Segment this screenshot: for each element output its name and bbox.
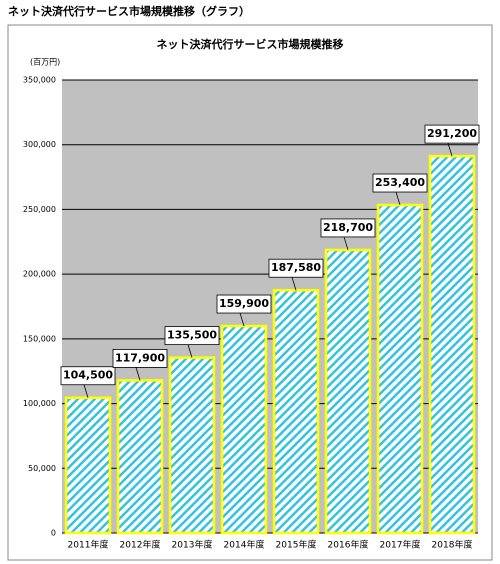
x-tick-label: 2014年度 [224, 539, 265, 551]
x-tick-label: 2016年度 [328, 539, 369, 551]
value-label: 135,500 [167, 329, 217, 342]
bar [272, 288, 320, 535]
x-tick-label: 2013年度 [172, 539, 213, 551]
bar [64, 396, 112, 535]
x-tick-label: 2017年度 [380, 539, 421, 551]
x-tick-label: 2011年度 [68, 539, 109, 551]
value-label: 159,900 [219, 297, 269, 310]
value-label-box [372, 173, 428, 193]
leader-line [291, 277, 297, 291]
leader-line [83, 384, 89, 398]
value-label: 218,700 [323, 221, 373, 234]
y-tick-label: 200,000 [23, 270, 56, 279]
x-tick-label: 2015年度 [276, 539, 317, 551]
leader-line [447, 142, 453, 157]
y-tick-label: 150,000 [23, 334, 56, 343]
y-tick-label: 350,000 [23, 76, 56, 85]
leader-line [395, 191, 401, 206]
value-label: 187,580 [271, 261, 321, 274]
value-label-box [216, 294, 272, 314]
value-label-box [424, 124, 480, 144]
bar [428, 154, 476, 535]
leader-line [135, 367, 141, 381]
value-label-box [60, 366, 116, 386]
value-label: 104,500 [63, 369, 113, 382]
bar [376, 203, 424, 535]
x-tick-label: 2018年度 [432, 539, 473, 551]
unit-label: (百万円) [30, 58, 60, 67]
leader-line [343, 236, 349, 251]
y-tick-label: 100,000 [23, 399, 56, 408]
y-tick-label: 50,000 [28, 464, 56, 473]
value-label: 291,200 [427, 127, 477, 140]
value-label-box [112, 349, 168, 368]
bar [324, 248, 372, 535]
chart-title: ネット決済代行サービス市場規模推移 [157, 37, 344, 51]
value-label-box [268, 258, 324, 278]
y-tick-label: 0 [51, 529, 56, 538]
y-tick-label: 300,000 [23, 140, 56, 149]
bar [168, 356, 216, 535]
x-tick-label: 2012年度 [120, 539, 161, 551]
leader-line [187, 344, 193, 358]
bar [220, 324, 268, 535]
leader-line [239, 312, 245, 327]
value-label-box [164, 326, 220, 346]
value-label: 117,900 [115, 351, 165, 364]
bar [116, 379, 164, 535]
value-label-box [320, 218, 376, 238]
page-title: ネット決済代行サービス市場規模推移（グラフ） [8, 4, 250, 18]
value-label: 253,400 [375, 176, 425, 189]
y-tick-label: 250,000 [23, 205, 56, 214]
